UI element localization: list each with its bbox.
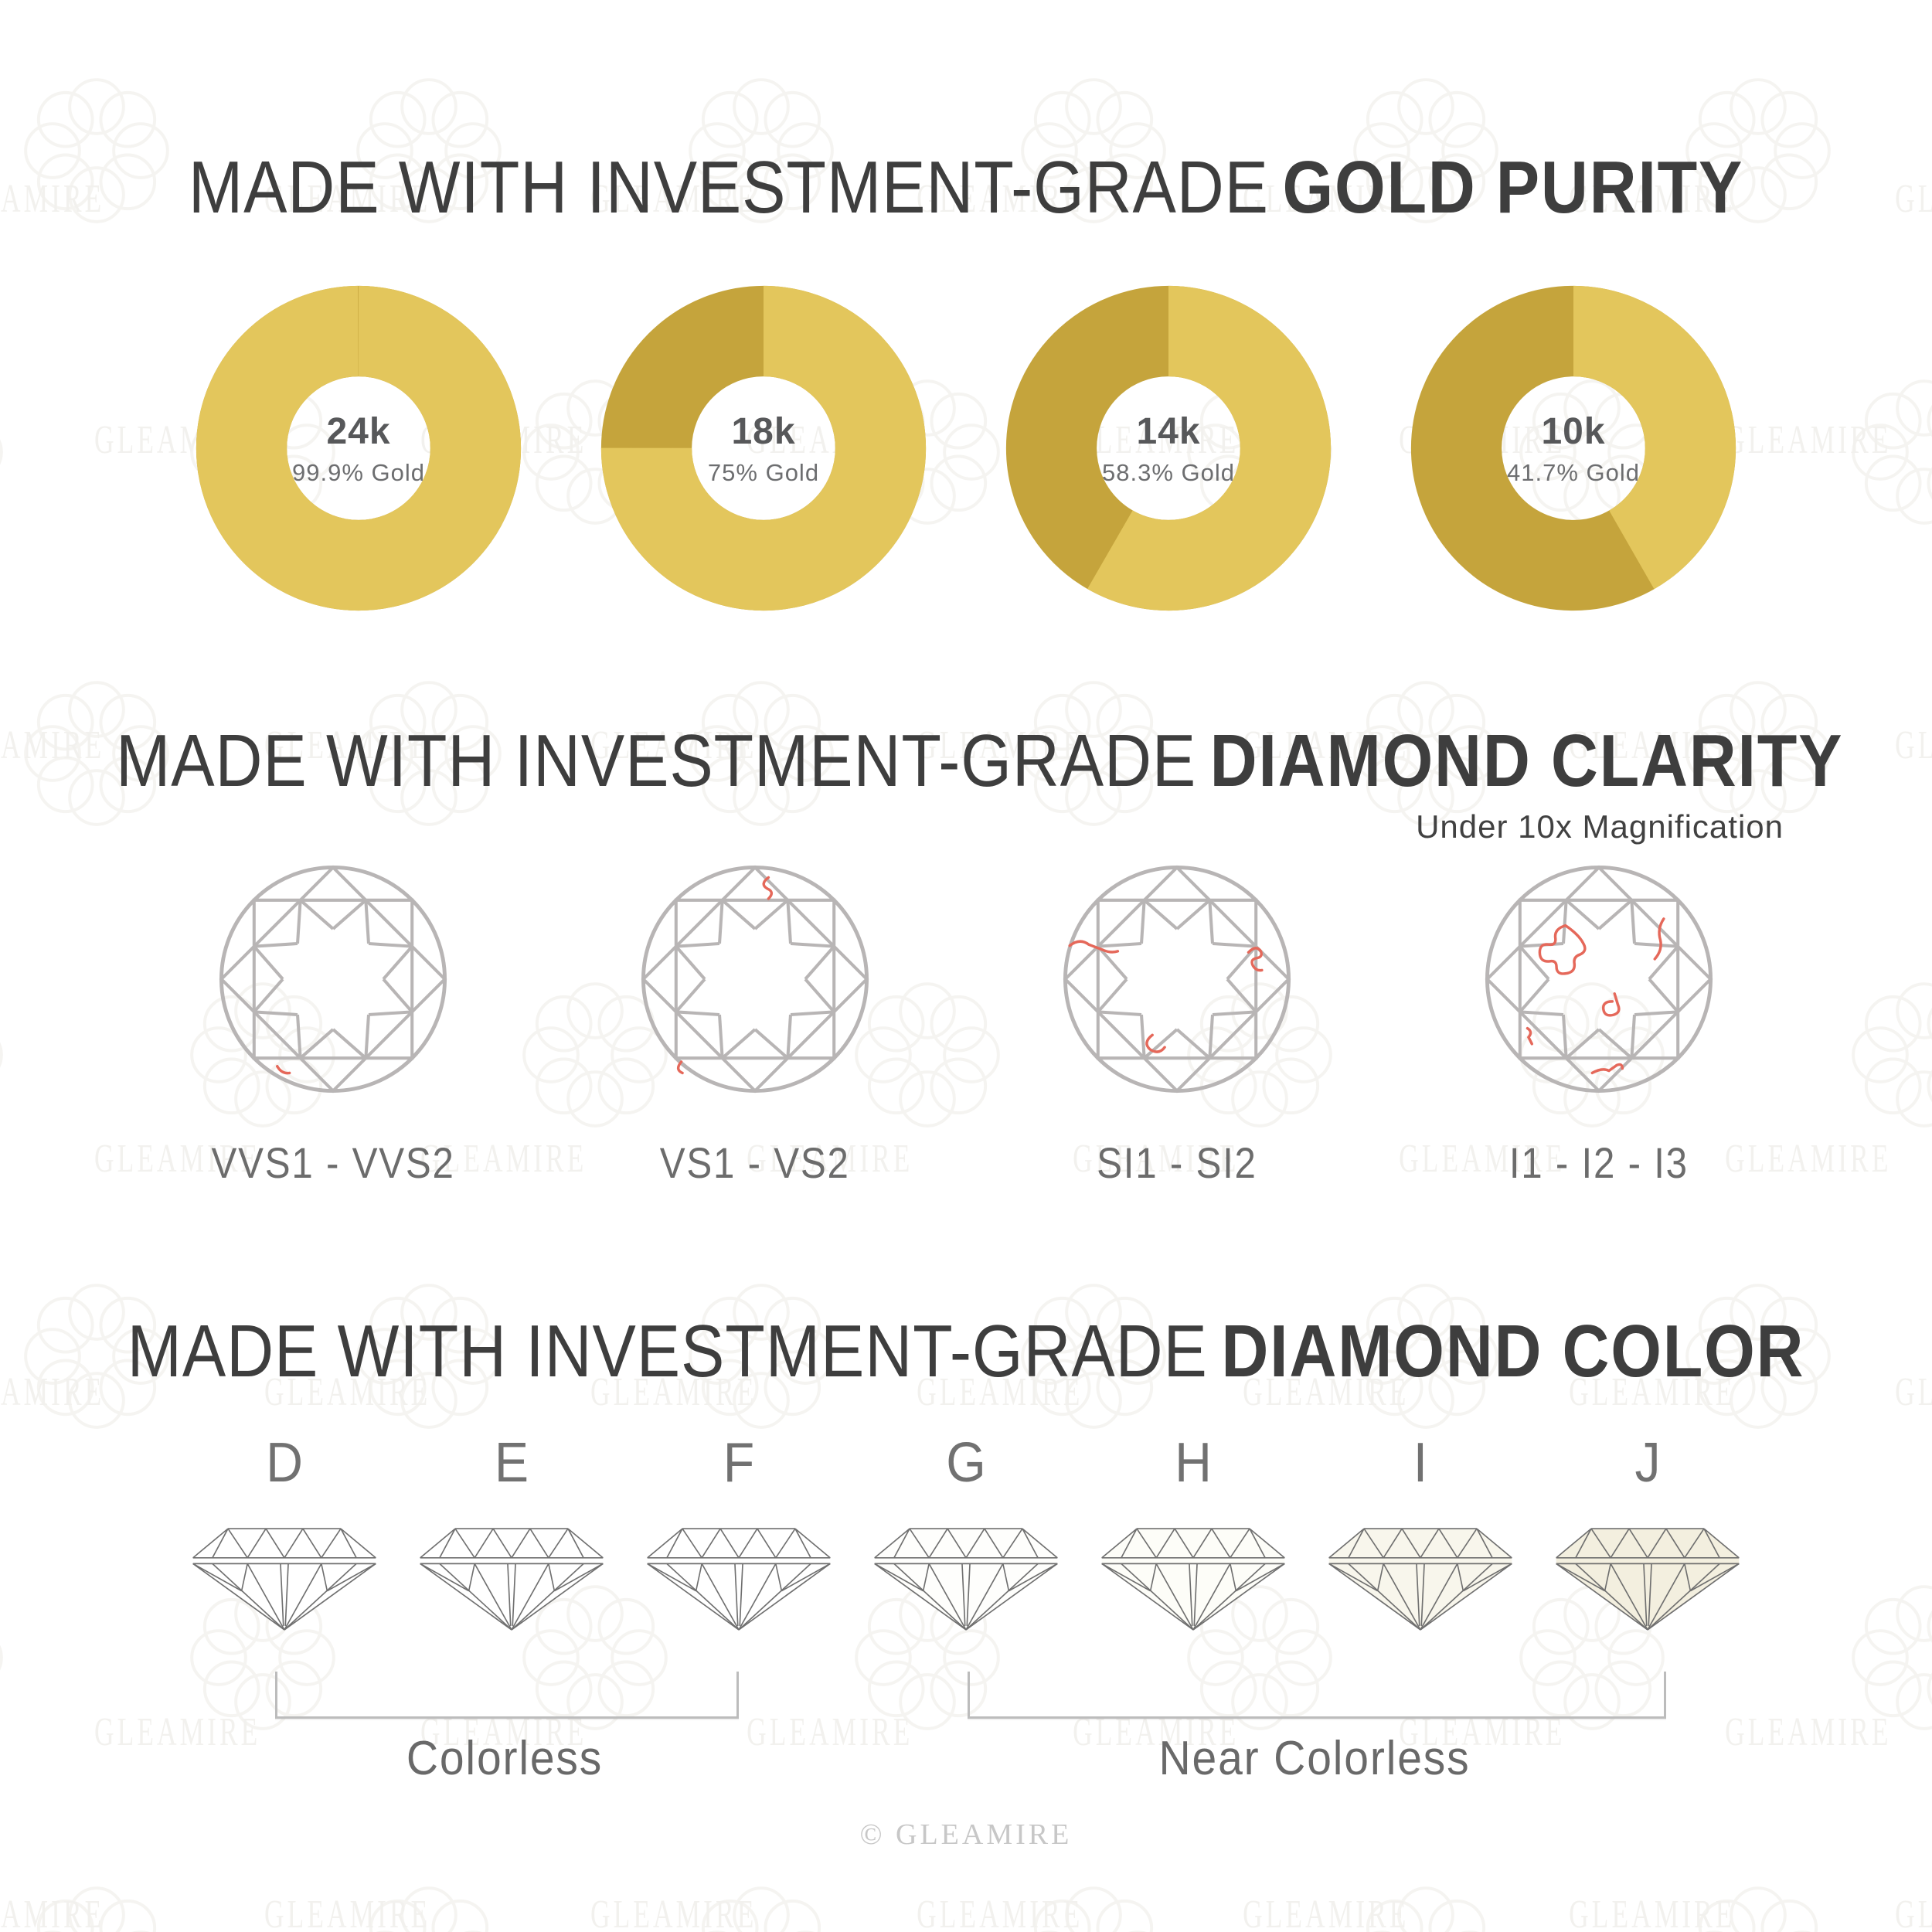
clarity-subtitle: Under 10x Magnification <box>1416 808 1784 845</box>
clarity-title-regular: MADE WITH INVESTMENT-GRADE <box>116 719 1197 802</box>
near-colorless-bracket <box>968 1672 1666 1719</box>
purity-value: 99.9% Gold <box>292 458 425 486</box>
color-grade-item: H <box>1080 1431 1307 1634</box>
diamond-side-view <box>874 1528 1058 1631</box>
gold-donut-row: 24k 99.9% Gold 18k 75% Gold <box>0 282 1932 614</box>
diamond-side-view <box>420 1528 604 1631</box>
karat-value: 14k <box>1136 410 1201 452</box>
gold-purity-donut: 18k 75% Gold <box>597 282 930 614</box>
color-grade-letter: D <box>266 1432 303 1494</box>
diamond-side-view <box>1101 1528 1285 1631</box>
colorless-bracket <box>275 1672 739 1719</box>
color-grade-letter: J <box>1634 1432 1661 1494</box>
color-grade-item: F <box>625 1431 852 1634</box>
gold-title-regular: MADE WITH INVESTMENT-GRADE <box>188 146 1269 229</box>
clarity-grade-label: VVS1 - VVS2 <box>211 1138 455 1187</box>
color-grade-letter: E <box>494 1432 529 1494</box>
diamond-top-view-diagram <box>219 865 447 1094</box>
donut-center-label: 18k 75% Gold <box>597 282 930 614</box>
gold-purity-title: MADE WITH INVESTMENT-GRADE GOLD PURITY <box>116 145 1816 230</box>
karat-value: 10k <box>1541 410 1606 452</box>
diamond-side-view <box>1328 1528 1512 1631</box>
diamond-side-view <box>1556 1528 1740 1631</box>
diamond-top-view-diagram <box>1485 865 1713 1094</box>
color-grade-letter: I <box>1413 1432 1428 1494</box>
purity-value: 75% Gold <box>707 458 820 486</box>
purity-value: 41.7% Gold <box>1507 458 1640 486</box>
diamond-side-view <box>647 1528 831 1631</box>
donut-chart <box>1410 285 1736 611</box>
color-grades-row: D E F G H I J <box>0 1431 1932 1634</box>
karat-value: 18k <box>731 410 796 452</box>
gold-purity-donut: 10k 41.7% Gold <box>1407 282 1740 614</box>
diamond-top-view-diagram <box>641 865 869 1094</box>
color-title-bold: DIAMOND COLOR <box>1221 1310 1805 1393</box>
color-grade-letter: F <box>723 1432 755 1494</box>
colorless-group-label: Colorless <box>406 1732 604 1785</box>
donut-center-label: 10k 41.7% Gold <box>1407 282 1740 614</box>
gold-title-bold: GOLD PURITY <box>1282 146 1744 229</box>
near-colorless-group-label: Near Colorless <box>1158 1732 1471 1785</box>
gold-purity-donut: 14k 58.3% Gold <box>1002 282 1335 614</box>
copyright-footer: © GLEAMIRE <box>859 1818 1073 1851</box>
color-grade-item: G <box>852 1431 1080 1634</box>
clarity-grade-item: VS1 - VS2 <box>544 856 966 1188</box>
color-title-regular: MADE WITH INVESTMENT-GRADE <box>127 1310 1208 1393</box>
clarity-grade-label: VS1 - VS2 <box>660 1138 850 1187</box>
color-grade-item: J <box>1534 1431 1761 1634</box>
clarity-grade-label: I1 - I2 - I3 <box>1509 1138 1689 1187</box>
gold-purity-donut: 24k 99.9% Gold <box>192 282 525 614</box>
clarity-grade-item: SI1 - SI2 <box>966 856 1388 1188</box>
karat-value: 24k <box>326 410 391 452</box>
clarity-title-bold: DIAMOND CLARITY <box>1209 719 1844 802</box>
donut-center-label: 24k 99.9% Gold <box>192 282 525 614</box>
color-grade-item: D <box>171 1431 398 1634</box>
diamond-side-view <box>192 1528 376 1631</box>
diamond-top-view-diagram <box>1063 865 1291 1094</box>
color-grade-letter: H <box>1175 1432 1212 1494</box>
clarity-grade-label: SI1 - SI2 <box>1097 1138 1257 1187</box>
diamond-clarity-title: MADE WITH INVESTMENT-GRADE DIAMOND CLARIT… <box>116 719 1842 804</box>
color-grade-item: I <box>1307 1431 1534 1634</box>
color-grade-item: E <box>398 1431 625 1634</box>
clarity-grade-item: I1 - I2 - I3 <box>1388 856 1810 1188</box>
diamond-color-title: MADE WITH INVESTMENT-GRADE DIAMOND COLOR <box>116 1309 1816 1394</box>
clarity-grade-item: VVS1 - VVS2 <box>122 856 544 1188</box>
clarity-grades-row: VVS1 - VVS2 VS1 - VS2 SI1 - SI2 I1 - I2 … <box>0 856 1932 1188</box>
color-grade-letter: G <box>946 1432 986 1494</box>
purity-value: 58.3% Gold <box>1102 458 1235 486</box>
donut-center-label: 14k 58.3% Gold <box>1002 282 1335 614</box>
